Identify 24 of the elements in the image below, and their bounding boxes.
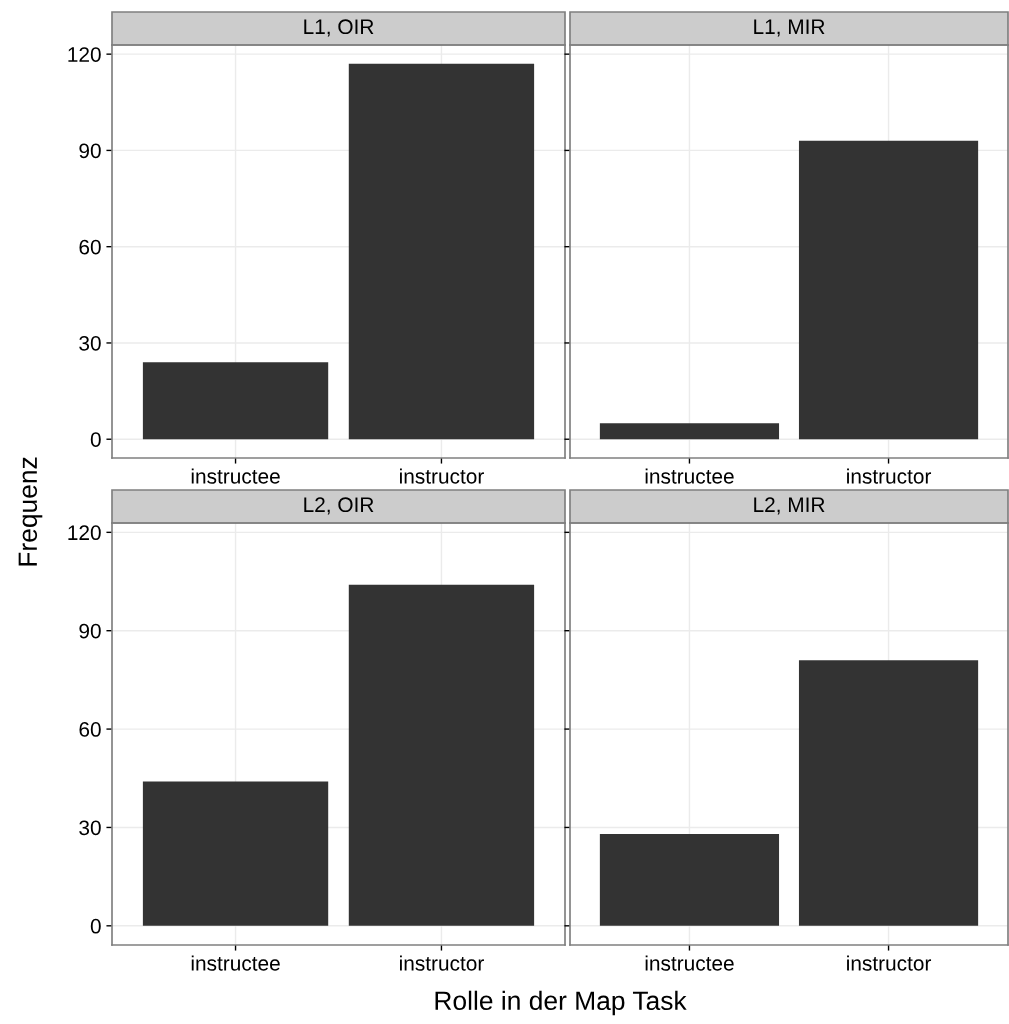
x-tick-label: instructor xyxy=(400,955,484,971)
y-tick-label: 120 xyxy=(68,525,101,541)
x-tick-label: instructee xyxy=(191,955,280,971)
x-axis-title: Rolle in der Map Task xyxy=(435,990,687,1016)
x-tick-label: instructor xyxy=(847,955,932,971)
y-tick-label: 90 xyxy=(79,623,101,639)
chart-title: L1, OIR xyxy=(304,19,374,37)
x-tick-label: instructee xyxy=(191,468,280,484)
y-tick-label: 30 xyxy=(79,335,101,351)
y-tick-label: 60 xyxy=(79,239,101,255)
y-tick-label: 0 xyxy=(90,918,101,934)
y-tick-label: 90 xyxy=(79,143,101,159)
y-tick-label: 60 xyxy=(79,722,101,737)
chart-title: L1, MIR xyxy=(754,19,825,37)
x-tick-label: instructee xyxy=(645,955,734,971)
x-tick-label: instructor xyxy=(847,468,932,484)
x-tick-label: instructor xyxy=(400,468,484,484)
y-tick-label: 30 xyxy=(79,820,101,836)
y-tick-label: 0 xyxy=(90,432,101,447)
y-tick-label: 120 xyxy=(68,47,101,62)
y-axis-title: Frequenz xyxy=(18,457,43,566)
chart-title: L2, OIR xyxy=(304,497,374,515)
x-tick-label: instructee xyxy=(645,468,734,484)
chart-title: L2, MIR xyxy=(754,497,825,515)
